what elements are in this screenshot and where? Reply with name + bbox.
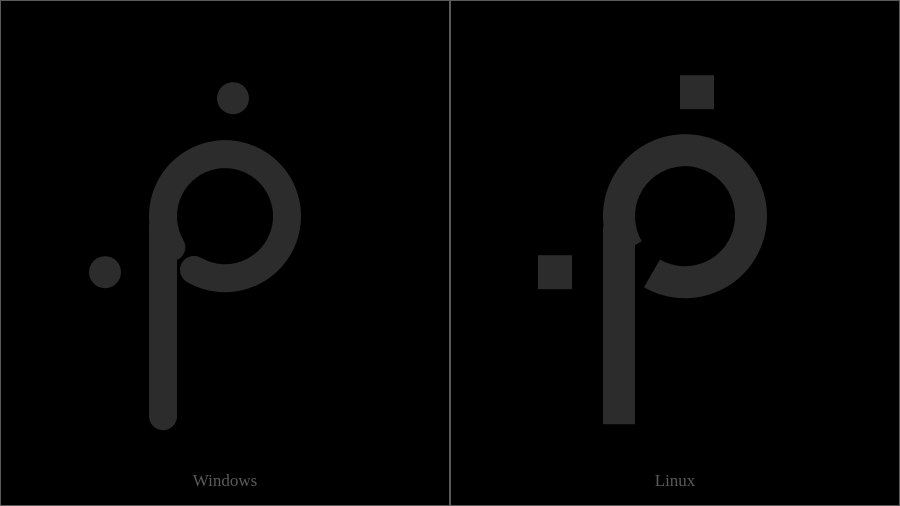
windows-glyph: [1, 1, 449, 505]
linux-label: Linux: [655, 471, 696, 491]
linux-glyph: [451, 1, 899, 505]
linux-glyph-svg: [505, 26, 845, 446]
linux-panel: Linux: [450, 0, 900, 506]
windows-panel: Windows: [0, 0, 450, 506]
windows-label: Windows: [193, 471, 257, 491]
windows-glyph-svg: [55, 26, 395, 446]
